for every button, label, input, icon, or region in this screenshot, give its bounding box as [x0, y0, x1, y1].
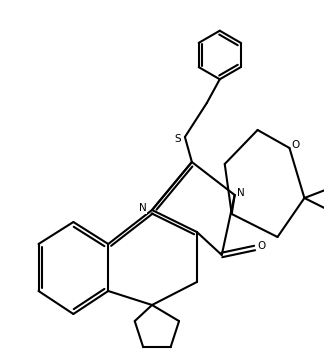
Text: O: O — [258, 241, 266, 251]
Text: N: N — [139, 203, 147, 213]
Text: S: S — [175, 134, 181, 143]
Text: N: N — [237, 188, 245, 198]
Text: O: O — [291, 140, 299, 150]
